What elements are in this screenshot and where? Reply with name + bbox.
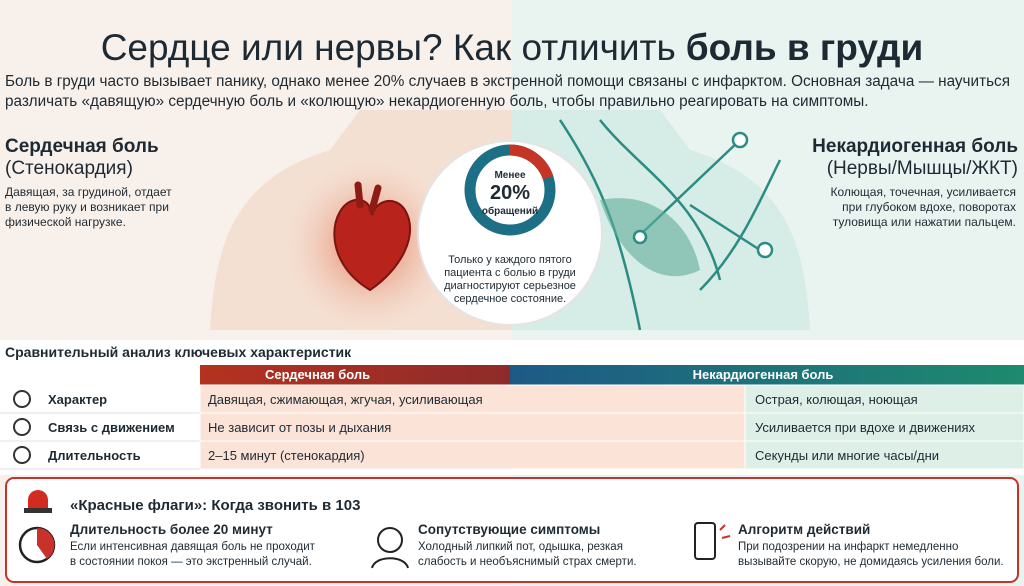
table-title: Сравнительный анализ ключевых характерис…: [5, 344, 352, 360]
cell-text: Секунды или многие часы/дни: [755, 448, 939, 463]
cell-text: Давящая, сжимающая, жгучая, усиливающая: [208, 392, 483, 407]
row-icon: [13, 390, 31, 408]
nerve-node: [632, 229, 648, 245]
caption-line: пациента с болью в груди: [444, 267, 576, 279]
flag-title: Сопутствующие симптомы: [418, 522, 600, 537]
donut-label: 20%: [490, 182, 530, 204]
timer-fill: [37, 527, 55, 559]
flag-line: слабость и необъяснимый страх смерти.: [418, 556, 637, 568]
row-label: Длительность: [48, 448, 141, 463]
row-icon: [13, 418, 31, 436]
nerve-node: [731, 131, 749, 149]
intro-line: различать «давящую» сердечную боль и «ко…: [5, 93, 868, 110]
title: Сердце или нервы? Как отличить боль в гру…: [101, 27, 924, 68]
cell-right: [744, 384, 1024, 414]
right-title: Некардиогенная боль: [812, 136, 1018, 157]
donut-arc: [509, 144, 554, 180]
left-desc: в левую руку и возникает при: [5, 200, 169, 214]
left-title: Сердечная боль: [5, 136, 159, 157]
cell-right: [744, 440, 1024, 470]
flag-line: Холодный липкий пот, одышка, резкая: [418, 541, 623, 553]
cell-right: [744, 412, 1024, 442]
col-header-left: [200, 365, 510, 385]
title-regular: Сердце или нервы? Как отличить: [101, 27, 676, 68]
donut-bottom: обращений: [482, 205, 538, 217]
flag-title: Алгоритм действий: [738, 522, 870, 537]
right-subtitle: (Нервы/Мышцы/ЖКТ): [827, 158, 1018, 179]
row-label: Связь с движением: [48, 420, 175, 435]
intro-line: Боль в груди часто вызывает панику, одна…: [5, 73, 1010, 90]
caption-line: сердечное состояние.: [454, 293, 566, 305]
siren-base: [24, 508, 52, 513]
person-icon: [377, 527, 403, 553]
heart-vessels: [354, 181, 382, 214]
flag-line: При подозрении на инфаркт немедленно: [738, 541, 958, 553]
cell-text: Не зависит от позы и дыхания: [208, 420, 391, 435]
nerve-node: [756, 241, 774, 259]
cell-left: [199, 440, 746, 470]
right-desc: при глубоком вдохе, поворотах: [842, 200, 1016, 214]
left-desc: Давящая, за грудиной, отдает: [5, 185, 172, 199]
phone-signal: [719, 524, 731, 539]
cell-text: 2–15 минут (стенокардия): [208, 448, 365, 463]
flag-line: Если интенсивная давящая боль не проходи…: [70, 541, 316, 553]
right-desc: туловища или нажатии пальцем.: [833, 215, 1016, 229]
phone-icon: [694, 522, 716, 560]
cell-text: Острая, колющая, ноющая: [755, 392, 918, 407]
heart: [333, 198, 411, 292]
title-bold: боль в груди: [686, 27, 924, 68]
flag-line: вызывайте скорую, не домидаясь усиления …: [738, 556, 1004, 568]
flag-title: Длительность более 20 минут: [70, 522, 273, 537]
flag-line: в состоянии покоя — это экстренный случа…: [70, 556, 312, 568]
col-header-right: [510, 365, 1024, 385]
person-body: [371, 557, 409, 569]
col-header: Сердечная боль: [265, 367, 370, 382]
donut-top: Менее: [494, 170, 525, 181]
cell-text: Усиливается при вдохе и движениях: [755, 420, 976, 435]
left-subtitle: (Стенокардия): [5, 158, 133, 179]
caption-line: Только у каждого пятого: [448, 254, 571, 266]
row-label: Характер: [48, 392, 107, 407]
red-flags-box: [5, 477, 1019, 583]
muscle: [600, 198, 700, 277]
left-desc: физической нагрузке.: [5, 215, 126, 229]
col-header: Некардиогенная боль: [693, 367, 834, 382]
red-flags-title: «Красные флаги»: Когда звонить в 103: [70, 497, 360, 514]
siren-icon: [28, 490, 48, 508]
right-desc: Колющая, точечная, усиливается: [831, 185, 1016, 199]
caption-line: диагностируют серьезное: [444, 280, 576, 292]
row-icon: [13, 446, 31, 464]
cell-left: [199, 412, 746, 442]
